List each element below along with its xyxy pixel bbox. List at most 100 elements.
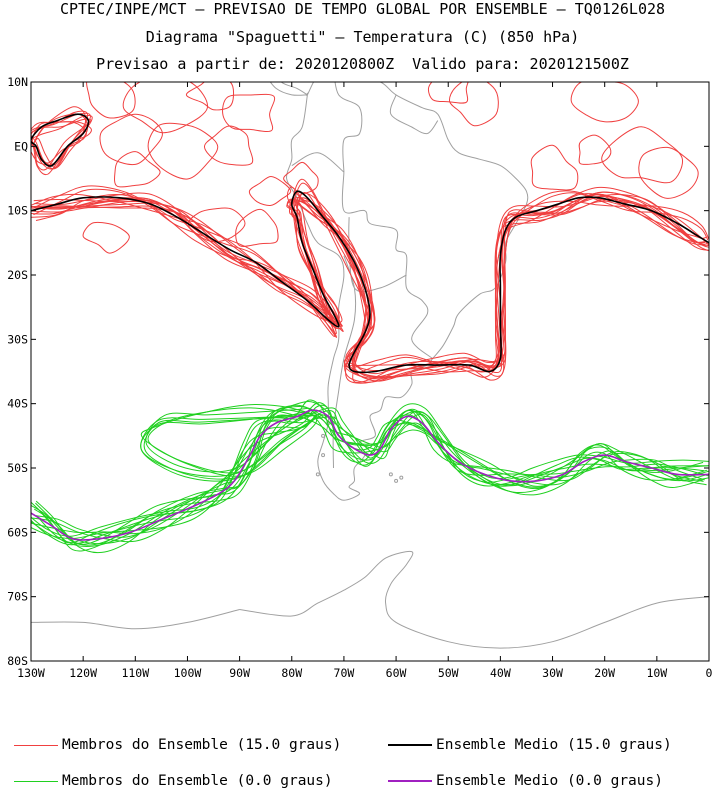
member-0-contour [33, 411, 703, 554]
chart-title-line1: CPTEC/INPE/MCT – PREVISAO DE TEMPO GLOBA… [59, 0, 666, 18]
coast-caribbean [280, 82, 308, 96]
member-15-contour [31, 186, 709, 373]
member-15-blob [147, 122, 219, 180]
lat-label: 10N [7, 75, 28, 89]
member-15-contour [31, 198, 709, 378]
lon-label: 110W [121, 666, 149, 680]
lat-label: 60S [7, 525, 28, 539]
member-0-contour [31, 410, 705, 544]
coast-antarctic-west [31, 609, 240, 630]
coast-antarctic-peninsula [239, 550, 709, 649]
border-bolivia [348, 217, 407, 293]
lon-label: 40W [490, 666, 511, 680]
lon-label: 90W [229, 666, 250, 680]
member-15-blob [204, 125, 254, 166]
island-2 [388, 472, 393, 477]
border-brazil-west [341, 172, 433, 359]
member-15-blob [114, 151, 161, 188]
chart-title-line3: Previsao a partir de: 2020120800Z Valido… [96, 55, 629, 73]
legend-label-mean-0: Ensemble Medio (0.0 graus) [436, 773, 663, 789]
members-0-layer [31, 399, 709, 554]
island-4 [321, 453, 326, 458]
lon-label: 120W [69, 666, 97, 680]
member-15-blob [638, 146, 699, 199]
lon-label: 130W [17, 666, 45, 680]
member-15-loop [31, 110, 89, 170]
member-15-blob [448, 82, 499, 127]
legend-swatch-mean-0 [388, 780, 432, 782]
chart-title-line2: Diagrama "Spaguetti" – Temperatura (C) (… [145, 28, 580, 46]
lon-label: 30W [542, 666, 563, 680]
member-15-blob [235, 208, 279, 247]
member-15-blob [185, 82, 235, 111]
member-15-contour [31, 198, 709, 380]
member-0-contour [31, 401, 709, 545]
legend-members-15: Membros do Ensemble (15.0 graus) [14, 737, 341, 753]
island-5 [321, 433, 326, 438]
lat-label: 50S [7, 461, 28, 475]
mean-0-contour [31, 409, 709, 541]
border-guianas [389, 94, 439, 135]
members-15-layer [31, 82, 709, 384]
member-0-contour [35, 404, 709, 546]
member-0-loop [140, 414, 317, 477]
map-frame [30, 81, 710, 662]
member-15-blob [222, 93, 276, 132]
lon-label: 50W [438, 666, 459, 680]
legend-swatch-members-15 [14, 744, 58, 746]
member-0-loop [147, 407, 310, 474]
member-15-blob [578, 134, 612, 165]
legend-swatch-members-0 [14, 780, 58, 782]
member-15-contour [31, 194, 709, 382]
member-15-contour [33, 182, 709, 378]
member-15-blob [122, 82, 208, 134]
lon-label: 20W [594, 666, 615, 680]
member-15-blob [99, 113, 163, 166]
member-15-blob [427, 82, 469, 104]
member-0-loop [145, 407, 312, 473]
lon-label: 70W [334, 666, 355, 680]
legend-label-members-0: Membros do Ensemble (0.0 graus) [62, 773, 333, 789]
member-15-contour [35, 192, 705, 383]
legend-mean-15: Ensemble Medio (15.0 graus) [388, 737, 672, 753]
island-0 [394, 478, 399, 483]
lon-label: 0 [706, 666, 713, 680]
member-15-blob [86, 82, 136, 119]
lon-label: 60W [386, 666, 407, 680]
lat-label: 30S [7, 332, 28, 346]
legend-mean-0: Ensemble Medio (0.0 graus) [388, 773, 663, 789]
border-peru-north [291, 152, 345, 173]
member-0-contour [35, 409, 704, 545]
member-15-contour [32, 178, 709, 373]
member-0-contour [31, 403, 709, 537]
coast-central-america [269, 82, 308, 96]
member-15-blob [82, 221, 130, 254]
lon-label: 80W [281, 666, 302, 680]
member-15-contour [31, 196, 709, 378]
legend-swatch-mean-15 [388, 744, 432, 746]
member-15-blob [283, 161, 319, 194]
coastline-layer [31, 82, 709, 649]
lat-label: 20S [7, 268, 28, 282]
legend-label-members-15: Membros do Ensemble (15.0 graus) [62, 737, 342, 753]
member-15-contour [34, 186, 707, 375]
member-15-blob [601, 126, 683, 184]
lat-label: 70S [7, 590, 28, 604]
member-0-contour [36, 414, 708, 552]
member-0-contour [31, 404, 705, 535]
mean-15-loop [31, 113, 90, 167]
lon-label: 10W [646, 666, 667, 680]
lat-label: EQ [14, 139, 28, 153]
coast-south-america [286, 82, 529, 501]
lat-label: 80S [7, 654, 28, 668]
lat-label: 10S [7, 204, 28, 218]
member-15-blob [570, 82, 639, 123]
island-3 [315, 472, 320, 477]
border-colombia [334, 82, 363, 173]
island-1 [399, 475, 404, 480]
member-15-blob [248, 175, 292, 206]
mean-layer [31, 113, 709, 541]
member-15-blob [530, 144, 579, 191]
